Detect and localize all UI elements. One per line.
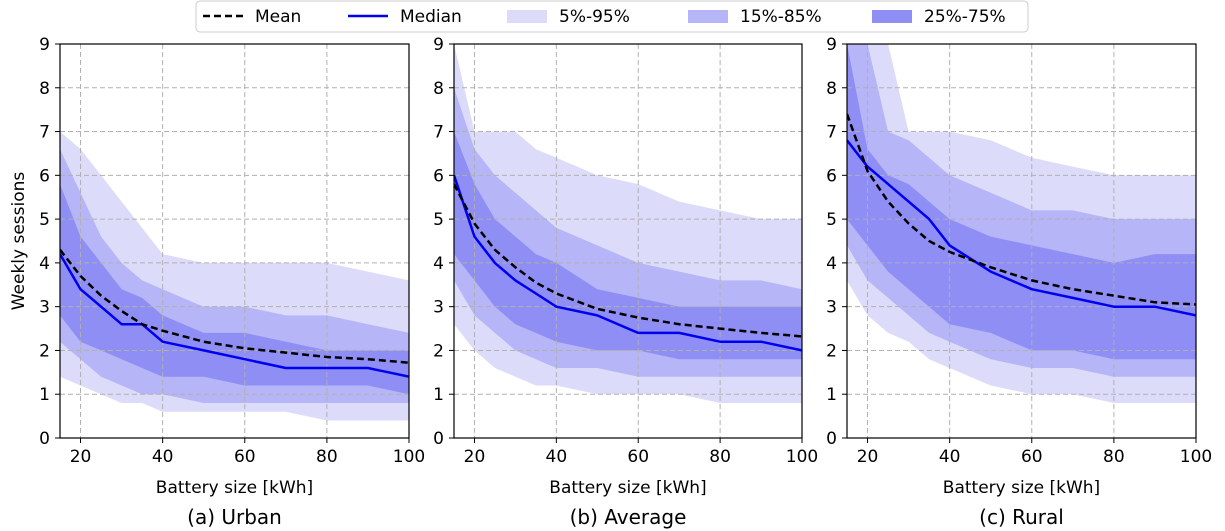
y-tick-label: 9 [826, 35, 837, 55]
x-axis-label: Battery size [kWh] [156, 478, 313, 498]
y-tick-label: 4 [39, 254, 50, 274]
y-tick-label: 6 [433, 166, 444, 186]
y-tick-label: 5 [433, 210, 444, 230]
x-tick-label: 80 [709, 447, 731, 467]
y-tick-label: 4 [826, 254, 837, 274]
axes-frame [59, 43, 410, 439]
x-tick-label: 40 [546, 447, 568, 467]
x-tick-label: 60 [234, 447, 256, 467]
legend-swatch-p5_95 [507, 10, 547, 23]
median-line [60, 253, 409, 378]
x-tick-label: 40 [939, 447, 961, 467]
y-tick-label: 3 [826, 298, 837, 318]
band-25-75-band [454, 131, 802, 360]
y-tick-label: 9 [433, 35, 444, 55]
x-axis-label: Battery size [kWh] [549, 478, 706, 498]
mean-line [847, 113, 1196, 306]
y-tick-label: 7 [39, 123, 50, 143]
y-tick-label: 6 [826, 166, 837, 186]
panel-caption: (a) Urban [187, 505, 282, 529]
mean-line [60, 249, 409, 364]
mean-line [454, 183, 802, 338]
legend-label-mean: Mean [255, 7, 301, 27]
legend-swatch-p25_75 [872, 10, 912, 23]
x-tick-label: 20 [70, 447, 92, 467]
legend-label-p5_95: 5%-95% [559, 7, 630, 27]
y-tick-label: 4 [433, 254, 444, 274]
legend-label-median: Median [400, 7, 462, 27]
x-tick-label: 60 [627, 447, 649, 467]
panel-1: 20 40 60 80 100 0 1 2 3 4 5 6 7 8 9 Battery size [kWh] W… [9, 35, 425, 529]
legend-frame [195, 0, 1029, 33]
plot-area [454, 44, 802, 438]
plot-area [847, 44, 1196, 438]
x-tick-label: 40 [152, 447, 174, 467]
y-tick-label: 0 [39, 429, 50, 449]
median-line [454, 174, 802, 352]
y-tick-label: 5 [39, 210, 50, 230]
panel-3: 20 40 60 80 100 0 1 2 3 4 5 6 7 8 9 Battery size [kWh] (… [826, 35, 1212, 529]
axes-frame [453, 43, 803, 439]
x-tick-label: 60 [1021, 447, 1043, 467]
y-tick-label: 2 [433, 341, 444, 361]
y-tick-label: 7 [826, 123, 837, 143]
x-tick-label: 20 [464, 447, 486, 467]
x-tick-label: 100 [786, 447, 818, 467]
panel-2: 20 40 60 80 100 0 1 2 3 4 5 6 7 8 9 Battery size [kWh] (… [433, 35, 818, 529]
band-25-75-band [847, 44, 1196, 360]
legend: Mean Median 5%-95% 15%-85% 25%-75% [195, 0, 1029, 33]
y-tick-label: 8 [433, 79, 444, 99]
y-tick-label: 8 [39, 79, 50, 99]
y-tick-label: 1 [39, 385, 50, 405]
legend-label-p15_85: 15%-85% [740, 7, 822, 27]
axes-frame [846, 43, 1197, 439]
plot-area [60, 44, 409, 438]
band-25-75-band [60, 184, 409, 395]
y-tick-label: 0 [826, 429, 837, 449]
panel-caption: (c) Rural [979, 505, 1064, 529]
x-tick-label: 100 [1180, 447, 1212, 467]
x-tick-label: 80 [1103, 447, 1125, 467]
y-tick-label: 1 [826, 385, 837, 405]
legend-label-p25_75: 25%-75% [924, 7, 1006, 27]
y-tick-label: 2 [826, 341, 837, 361]
panel-caption: (b) Average [570, 505, 687, 529]
y-tick-label: 3 [39, 298, 50, 318]
y-tick-label: 1 [433, 385, 444, 405]
legend-swatch-p15_85 [688, 10, 728, 23]
x-tick-label: 80 [316, 447, 338, 467]
y-tick-label: 2 [39, 341, 50, 361]
y-axis-label: Weekly sessions [9, 172, 29, 311]
y-tick-label: 9 [39, 35, 50, 55]
x-axis-label: Battery size [kWh] [943, 478, 1100, 498]
y-tick-label: 0 [433, 429, 444, 449]
y-tick-label: 8 [826, 79, 837, 99]
y-tick-label: 7 [433, 123, 444, 143]
y-tick-label: 5 [826, 210, 837, 230]
y-tick-label: 3 [433, 298, 444, 318]
x-tick-label: 100 [393, 447, 425, 467]
y-tick-label: 6 [39, 166, 50, 186]
x-tick-label: 20 [857, 447, 879, 467]
